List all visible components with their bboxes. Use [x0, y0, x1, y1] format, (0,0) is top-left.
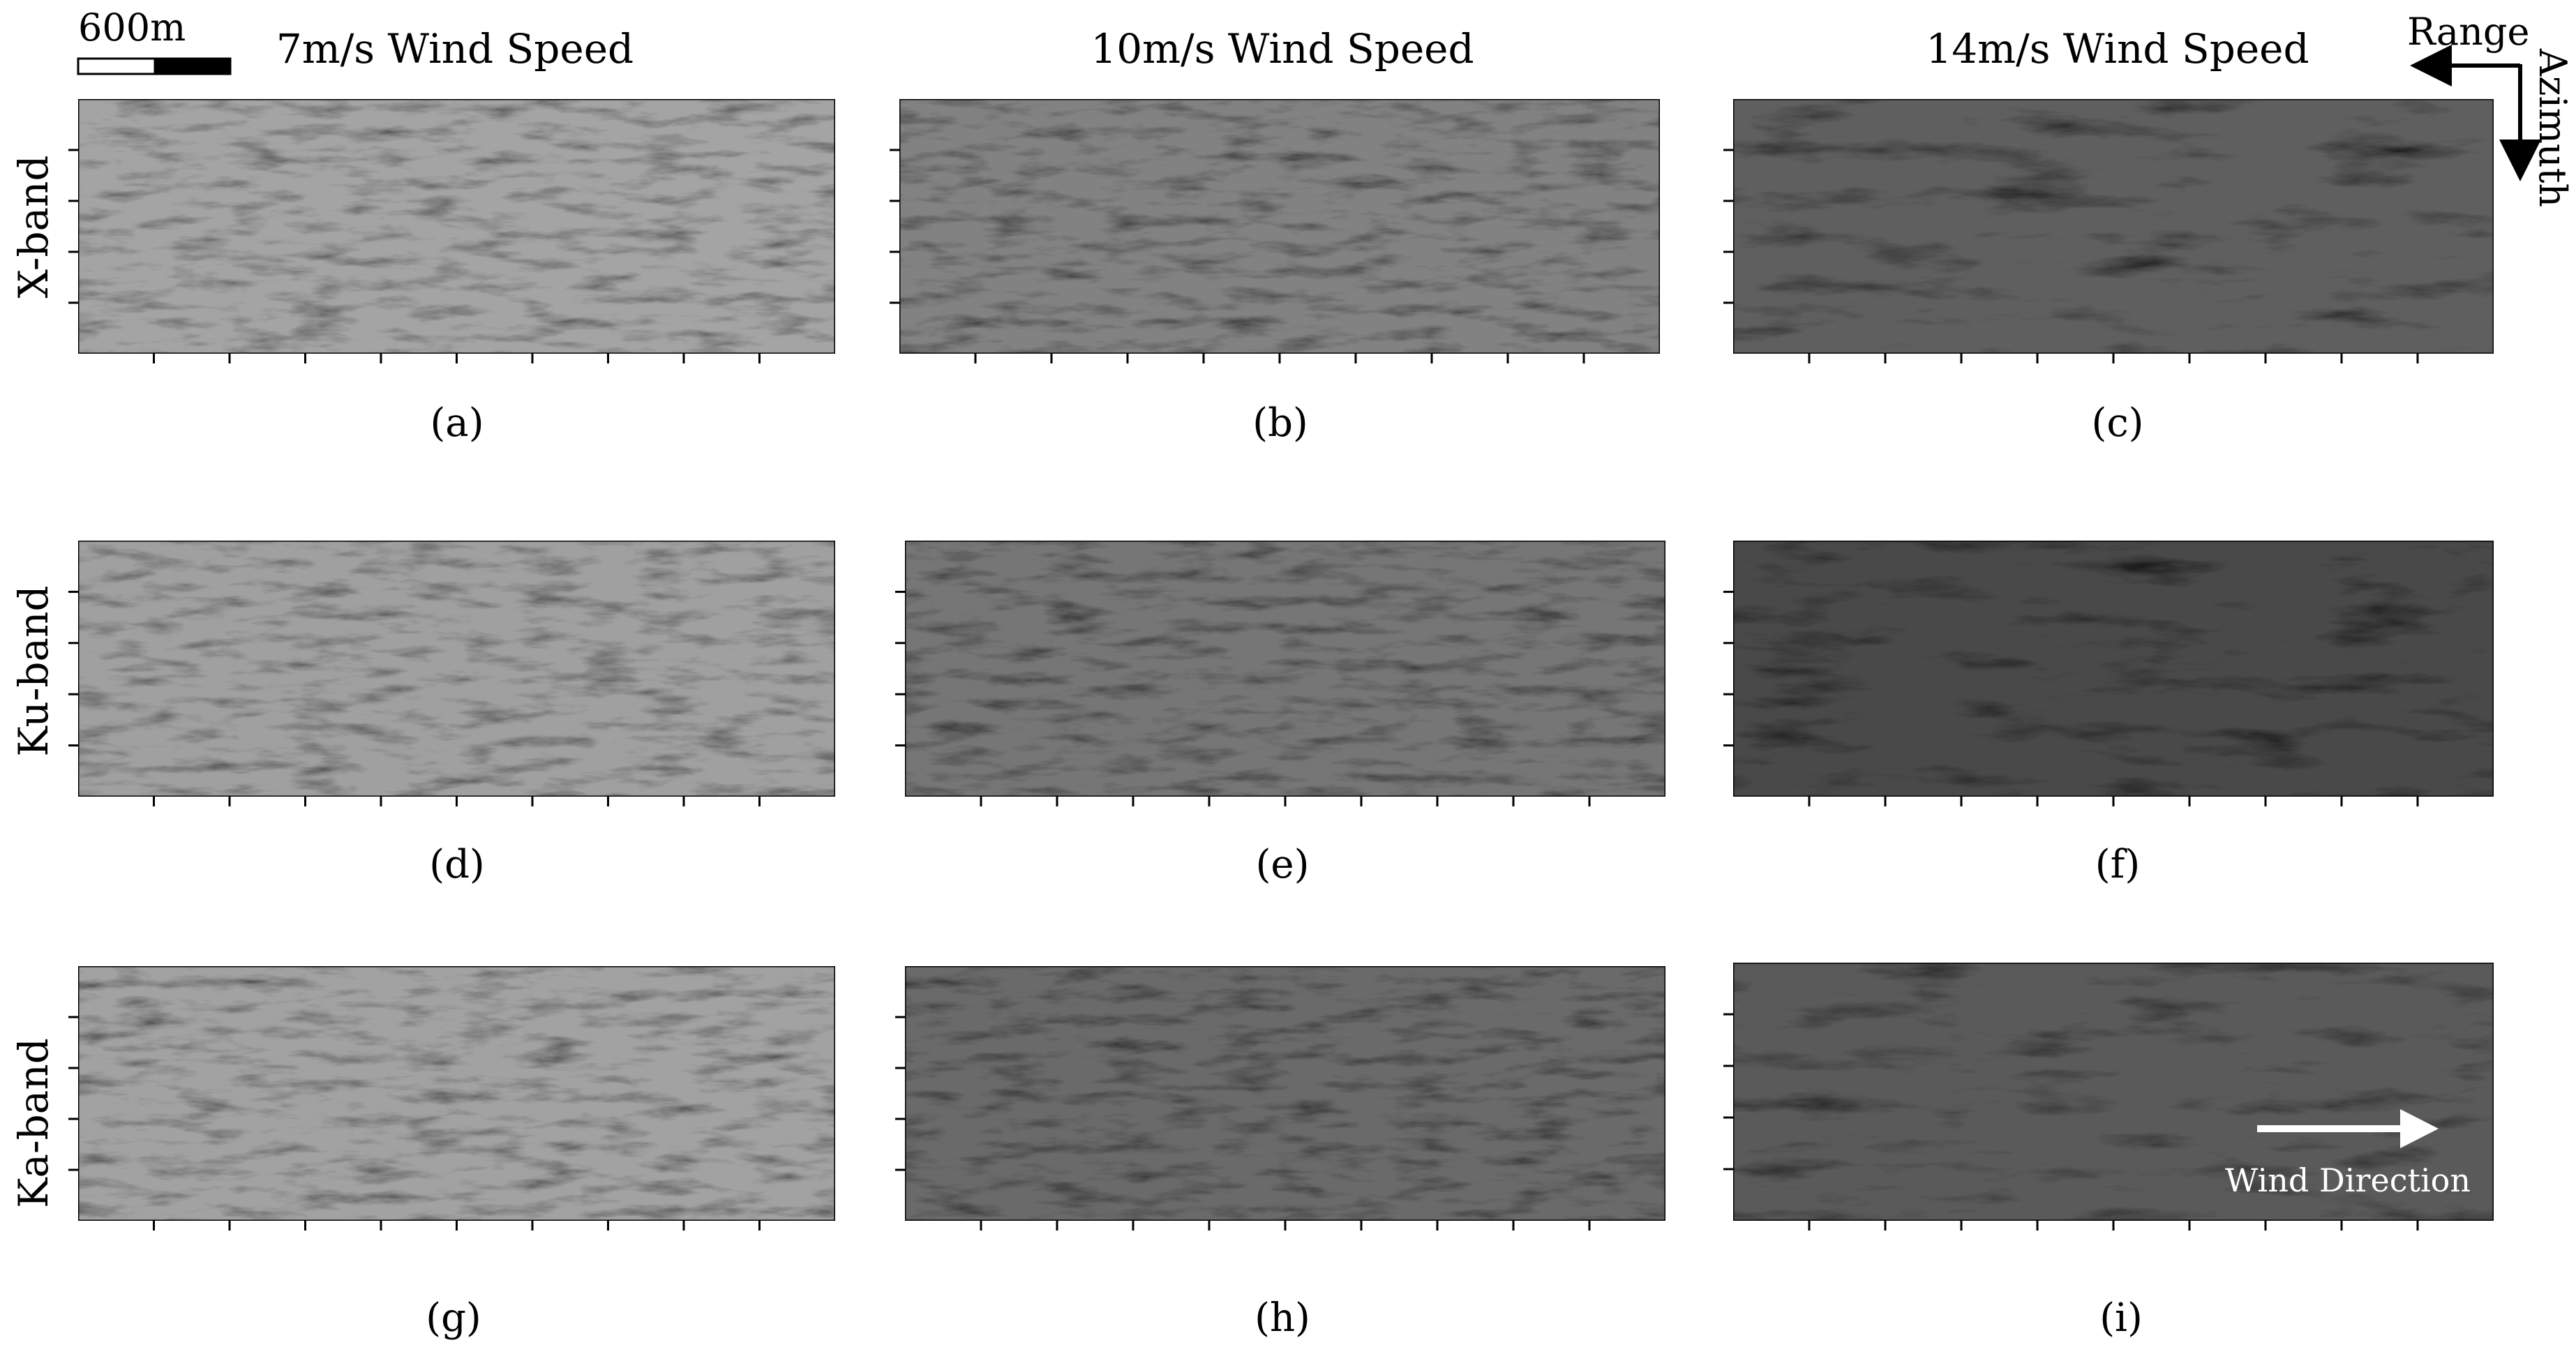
caption-i: (i) — [2099, 1295, 2143, 1341]
panel-grid: Wind Direction — [77, 98, 2495, 1222]
sar-image-ku-band-7ms — [77, 539, 837, 798]
panel-a — [77, 98, 837, 355]
scale-bar-label: 600m — [78, 6, 186, 50]
panel-d — [77, 539, 837, 798]
scale-bar-black-segment — [153, 57, 232, 75]
azimuth-label: Azimuth — [2531, 48, 2575, 207]
panel-h — [904, 965, 1667, 1222]
caption-a: (a) — [430, 400, 484, 446]
scale-bar: 600m — [77, 6, 232, 75]
sar-image-ka-band-14ms — [1732, 961, 2495, 1222]
panel-e — [904, 539, 1667, 798]
range-label: Range — [2407, 10, 2529, 54]
column-title-10ms: 10m/s Wind Speed — [1091, 25, 1474, 73]
panel-c — [1732, 98, 2495, 355]
panel-i: Wind Direction — [1732, 961, 2495, 1222]
orientation-indicator: Range Azimuth — [2407, 10, 2575, 207]
panel-f — [1732, 539, 2495, 798]
sar-image-ku-band-10ms — [904, 539, 1667, 798]
sar-image-x-band-7ms — [77, 98, 837, 355]
caption-c: (c) — [2091, 400, 2143, 446]
sar-image-ka-band-10ms — [904, 965, 1667, 1222]
sar-image-ku-band-14ms — [1732, 539, 2495, 798]
caption-h: (h) — [1255, 1295, 1310, 1341]
scale-bar-white-segment — [77, 57, 156, 75]
row-label-ku-band: Ku-band — [10, 585, 57, 756]
caption-g: (g) — [426, 1295, 481, 1341]
column-title-7ms: 7m/s Wind Speed — [276, 25, 634, 73]
row-label-ka-band: Ka-band — [10, 1038, 57, 1208]
caption-b: (b) — [1252, 400, 1308, 446]
axis-ticks — [68, 149, 2419, 1231]
panel-b — [898, 98, 1661, 355]
column-title-14ms: 14m/s Wind Speed — [1926, 25, 2309, 73]
sar-image-x-band-14ms — [1732, 98, 2495, 355]
wind-direction-arrowhead — [2400, 1109, 2439, 1148]
caption-f: (f) — [2095, 842, 2140, 887]
caption-e: (e) — [1256, 842, 1310, 887]
panel-g — [77, 965, 837, 1222]
sar-image-ka-band-7ms — [77, 965, 837, 1222]
wind-direction-label: Wind Direction — [2225, 1161, 2471, 1199]
sar-image-x-band-10ms — [898, 98, 1661, 355]
caption-d: (d) — [429, 842, 485, 887]
row-label-x-band: X-band — [10, 155, 57, 298]
